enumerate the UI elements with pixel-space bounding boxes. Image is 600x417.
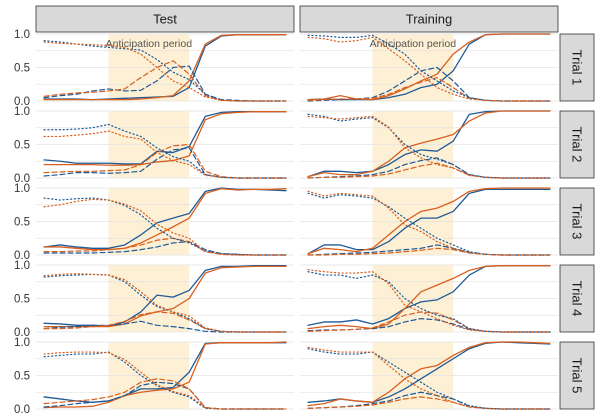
- y-tick-label: 0.5: [14, 371, 30, 383]
- series-line-orange-solid: [307, 187, 551, 255]
- series-line-orange-dotted: [307, 346, 551, 410]
- row-strip-label: Trial 4: [570, 281, 585, 317]
- panel-test-trial-1: Anticipation period: [36, 33, 294, 102]
- column-strip-test: [35, 5, 295, 33]
- panel-test-trial-3: [36, 187, 294, 256]
- series-line-orange-dotted: [43, 198, 287, 256]
- panel-test-trial-2: [36, 110, 294, 179]
- series-line-orange-solid: [307, 33, 551, 101]
- row-strip-label: Trial 2: [570, 127, 585, 163]
- panel-training-trial-5: [300, 341, 558, 410]
- panel-training-trial-4: [300, 264, 558, 333]
- series-line-orange-dotted: [43, 41, 287, 102]
- series-line-orange-solid: [43, 188, 287, 251]
- row-strip-label: Trial 3: [570, 204, 585, 240]
- y-tick-label: 0.0: [14, 327, 30, 339]
- series-line-blue-dotted: [307, 271, 551, 333]
- series-line-orange-dotted: [43, 351, 287, 410]
- row-strip-trial-3: [559, 187, 595, 256]
- column-strip-training: [299, 5, 559, 33]
- series-line-orange-solid: [307, 265, 551, 330]
- y-tick-label: 0.0: [14, 404, 30, 416]
- series-line-orange-dotted: [307, 269, 551, 333]
- row-strip-label: Trial 5: [570, 358, 585, 394]
- series-line-blue-solid: [43, 265, 287, 327]
- y-tick-label: 1.0: [14, 183, 30, 195]
- series-line-orange-dotted: [307, 115, 551, 179]
- y-tick-label: 0.0: [14, 173, 30, 185]
- y-tick-label: 0.0: [14, 96, 30, 108]
- series-line-orange-dotted: [43, 273, 287, 333]
- row-strip-label: Trial 1: [570, 50, 585, 86]
- series-line-orange-dotted: [43, 130, 287, 179]
- series-line-orange-dashed: [43, 237, 287, 256]
- series-line-orange-solid: [43, 111, 287, 166]
- column-strip-label: Training: [406, 12, 452, 27]
- y-tick-label: 0.0: [14, 250, 30, 262]
- anticipation-label: Anticipation period: [106, 38, 193, 50]
- series-line-blue-dotted: [43, 197, 287, 256]
- y-tick-label: 1.0: [14, 337, 30, 349]
- row-strip-trial-1: [559, 33, 595, 102]
- panel-test-trial-4: [36, 264, 294, 333]
- series-line-orange-solid: [43, 34, 287, 101]
- y-tick-label: 0.5: [14, 63, 30, 75]
- y-tick-label: 0.5: [14, 217, 30, 229]
- y-tick-label: 1.0: [14, 260, 30, 272]
- panel-training-trial-2: [300, 110, 558, 179]
- row-strip-trial-2: [559, 110, 595, 179]
- series-line-blue-solid: [307, 188, 551, 255]
- y-tick-label: 1.0: [14, 29, 30, 41]
- row-strip-trial-5: [559, 341, 595, 410]
- series-line-orange-solid: [43, 341, 287, 409]
- panel-training-trial-3: [300, 187, 558, 256]
- y-tick-label: 0.5: [14, 140, 30, 152]
- column-strip-label: Test: [153, 12, 177, 27]
- series-line-orange-dotted: [307, 36, 551, 102]
- series-line-orange-solid: [307, 110, 551, 178]
- series-line-orange-solid: [307, 341, 551, 407]
- series-line-orange-dotted: [307, 190, 551, 256]
- y-tick-label: 0.5: [14, 294, 30, 306]
- panel-test-trial-5: [36, 341, 294, 410]
- row-strip-trial-4: [559, 264, 595, 333]
- panel-training-trial-1: Anticipation period: [300, 33, 558, 102]
- anticipation-label: Anticipation period: [370, 38, 457, 50]
- series-line-orange-solid: [43, 265, 287, 328]
- y-tick-label: 1.0: [14, 106, 30, 118]
